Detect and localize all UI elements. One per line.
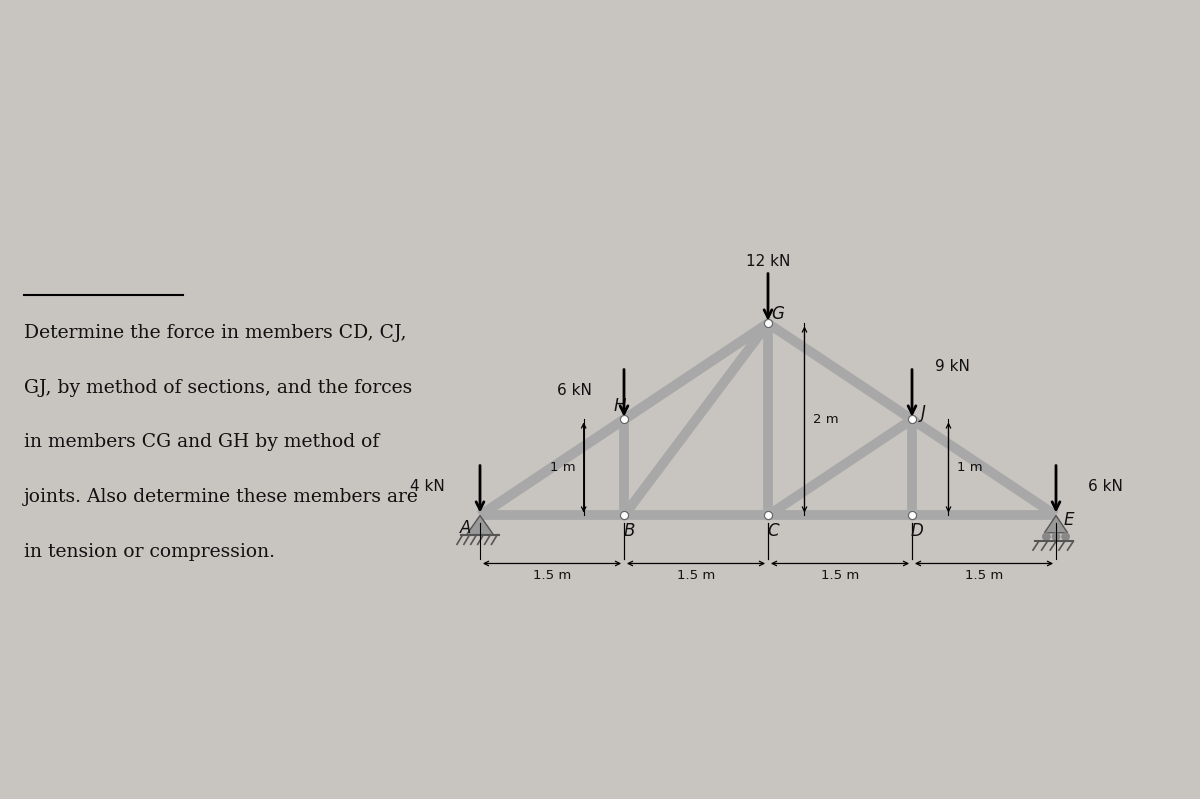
Text: 12 kN: 12 kN bbox=[746, 253, 790, 268]
Text: 4 kN: 4 kN bbox=[410, 479, 444, 495]
Text: G: G bbox=[772, 305, 784, 323]
Text: C: C bbox=[767, 522, 779, 540]
Polygon shape bbox=[1044, 515, 1068, 533]
Circle shape bbox=[1052, 533, 1060, 540]
Polygon shape bbox=[467, 515, 493, 535]
Text: Determine the force in members CD, CJ,: Determine the force in members CD, CJ, bbox=[24, 324, 407, 342]
Text: 1 m: 1 m bbox=[956, 461, 983, 474]
Text: in tension or compression.: in tension or compression. bbox=[24, 543, 275, 561]
Circle shape bbox=[1062, 533, 1069, 540]
Text: E: E bbox=[1063, 511, 1074, 529]
Text: 1.5 m: 1.5 m bbox=[533, 570, 571, 582]
Text: H: H bbox=[614, 397, 626, 415]
Text: 1.5 m: 1.5 m bbox=[677, 570, 715, 582]
Text: GJ, by method of sections, and the forces: GJ, by method of sections, and the force… bbox=[24, 379, 413, 397]
Text: 1.5 m: 1.5 m bbox=[965, 570, 1003, 582]
Text: 1 m: 1 m bbox=[550, 461, 575, 474]
Text: A: A bbox=[460, 519, 472, 537]
Text: 9 kN: 9 kN bbox=[935, 360, 970, 374]
Text: joints. Also determine these members are: joints. Also determine these members are bbox=[24, 488, 419, 506]
Text: D: D bbox=[911, 522, 923, 540]
Circle shape bbox=[1043, 533, 1050, 540]
Text: J: J bbox=[922, 403, 926, 422]
Text: 6 kN: 6 kN bbox=[1088, 479, 1123, 495]
Text: 1.5 m: 1.5 m bbox=[821, 570, 859, 582]
Text: 2 m: 2 m bbox=[812, 413, 839, 426]
Text: in members CG and GH by method of: in members CG and GH by method of bbox=[24, 433, 379, 451]
Text: 6 kN: 6 kN bbox=[557, 384, 592, 398]
Text: B: B bbox=[623, 522, 635, 540]
